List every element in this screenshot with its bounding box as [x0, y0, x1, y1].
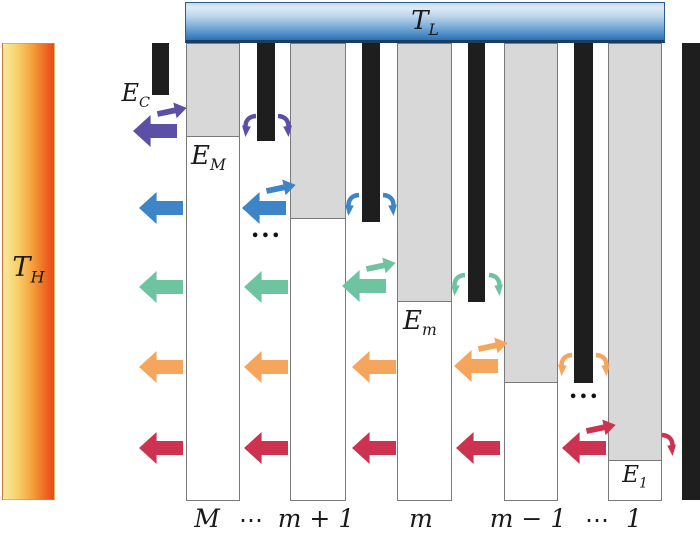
left-arrow-icon	[454, 350, 498, 382]
qubit-bar-rightmost	[682, 43, 700, 500]
left-arrow-icon	[139, 192, 183, 224]
column-M	[186, 43, 240, 501]
left-arrow-icon	[139, 351, 183, 383]
swap-arrows-red	[562, 420, 616, 464]
column-label-ellipsis-left: ⋯	[239, 506, 263, 534]
right-arrow-icon	[585, 417, 618, 439]
left-arrow-icon	[352, 351, 396, 383]
left-arrow-icon	[342, 270, 386, 302]
left-arrow-icon	[244, 351, 288, 383]
swap-arrows-teal	[342, 258, 396, 302]
column-label-M: M	[194, 504, 220, 533]
column-1-shaded-band	[609, 44, 661, 461]
energy-label-EC: EC	[121, 79, 150, 111]
column-m-plus-1	[290, 43, 346, 501]
right-arrow-icon	[156, 100, 189, 122]
energy-label-E1: E1	[622, 462, 648, 492]
qubit-bar-EC	[152, 43, 169, 95]
column-m-minus-1-shaded-band	[505, 44, 557, 383]
left-arrow-icon	[139, 271, 183, 303]
curved-exchange-arrow-icon	[595, 352, 610, 378]
left-arrow-icon	[244, 432, 288, 464]
column-label-m-minus-1: m − 1	[489, 504, 567, 533]
left-arrow-icon	[562, 432, 606, 464]
column-label-m: m	[409, 504, 433, 533]
hot-reservoir-label: TH	[12, 252, 45, 287]
column-M-shaded-band	[187, 44, 239, 137]
curved-exchange-arrow-icon	[451, 272, 466, 298]
curved-exchange-arrow-icon	[277, 113, 292, 139]
right-arrow-icon	[365, 255, 398, 277]
energy-label-EM: EM	[191, 141, 226, 175]
curved-exchange-arrow-icon	[382, 192, 397, 218]
curved-exchange-arrow-icon	[661, 432, 676, 458]
column-1	[608, 43, 662, 501]
left-arrow-icon	[139, 432, 183, 464]
qubit-bar-after-m-plus-1	[362, 43, 380, 222]
swap-arrows-orange	[454, 338, 508, 382]
energy-label-Em: Em	[403, 306, 437, 340]
cold-reservoir-bar	[185, 2, 665, 43]
right-arrow-icon	[477, 335, 510, 357]
curved-exchange-arrow-icon	[242, 113, 257, 139]
swap-arrows-blue	[242, 180, 296, 224]
column-label-ellipsis-right: ⋯	[585, 506, 609, 534]
column-m-minus-1	[504, 43, 558, 501]
left-arrow-icon	[242, 192, 286, 224]
qubit-bar-after-m	[468, 43, 485, 302]
right-arrow-icon	[265, 177, 298, 199]
curved-exchange-arrow-icon	[488, 272, 503, 298]
column-m-plus-1-shaded-band	[291, 44, 345, 219]
ellipsis-dots: •••	[569, 390, 600, 405]
column-label-1: 1	[626, 504, 642, 533]
curved-exchange-arrow-icon	[345, 192, 360, 218]
swap-arrows-purple	[133, 103, 187, 147]
hot-reservoir-bar	[2, 43, 55, 500]
qubit-bar-after-m-minus-1	[574, 43, 593, 383]
left-arrow-icon	[244, 271, 288, 303]
column-m	[397, 43, 452, 501]
left-arrow-icon	[133, 115, 177, 147]
left-arrow-icon	[352, 432, 396, 464]
column-m-shaded-band	[398, 44, 451, 302]
cold-reservoir-label: TL	[411, 6, 439, 40]
ellipsis-dots: •••	[251, 229, 282, 244]
column-label-m-plus-1: m + 1	[277, 504, 355, 533]
qubit-bar-after-M	[257, 43, 275, 141]
left-arrow-icon	[456, 432, 500, 464]
curved-exchange-arrow-icon	[558, 352, 573, 378]
